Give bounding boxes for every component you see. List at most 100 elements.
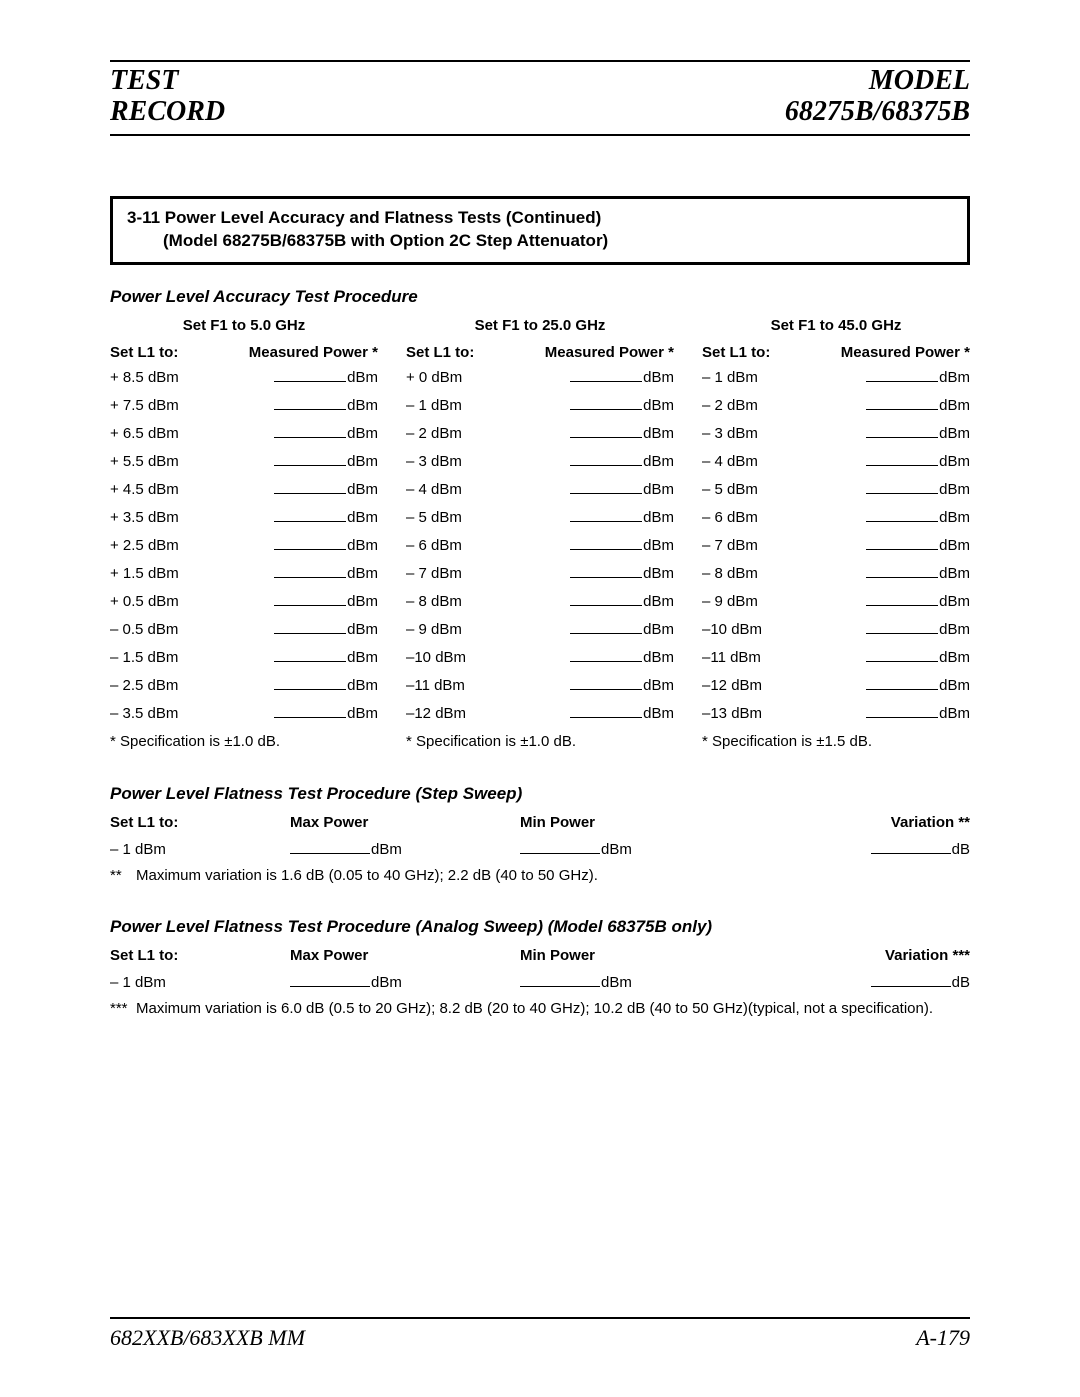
unit-label: dBm <box>643 453 674 470</box>
blank-field <box>274 381 346 382</box>
accuracy-row-set: – 8 dBm <box>702 565 787 582</box>
accuracy-row-measured: dBm <box>491 537 674 554</box>
unit-label: dBm <box>643 425 674 442</box>
section-title-box: 3-11 Power Level Accuracy and Flatness T… <box>110 196 970 266</box>
header-left-line1: TEST <box>110 66 225 97</box>
blank-field <box>866 577 938 578</box>
flat-step-head: Set L1 to: Max Power Min Power Variation… <box>110 814 970 831</box>
header-left-line2: RECORD <box>110 97 225 128</box>
accuracy-row: + 2.5 dBmdBm <box>110 537 378 554</box>
flat-step-row-max: dBm <box>290 841 520 858</box>
flat-analog-h-var: Variation *** <box>750 947 970 964</box>
blank-field <box>570 493 642 494</box>
accuracy-row-measured: dBm <box>491 453 674 470</box>
flat-analog-row: – 1 dBm dBm dBm dB <box>110 974 970 991</box>
accuracy-row: –12 dBmdBm <box>702 677 970 694</box>
accuracy-row-measured: dBm <box>195 705 378 722</box>
accuracy-row: – 1.5 dBmdBm <box>110 649 378 666</box>
accuracy-row: + 0.5 dBmdBm <box>110 593 378 610</box>
accuracy-row: – 2 dBm dBm <box>406 425 674 442</box>
unit-label: dBm <box>939 425 970 442</box>
flat-analog-h-max: Max Power <box>290 947 520 964</box>
accuracy-row-set: – 4 dBm <box>702 453 787 470</box>
blank-field <box>570 465 642 466</box>
accuracy-row-set: + 0 dBm <box>406 369 491 386</box>
accuracy-col-1-spec: * Specification is ±1.0 dB. <box>406 733 674 750</box>
col-head-measured: Measured Power * <box>491 344 674 361</box>
blank-field <box>274 521 346 522</box>
blank-field <box>274 437 346 438</box>
blank-field <box>274 661 346 662</box>
accuracy-row-set: – 5 dBm <box>702 481 787 498</box>
page: TEST RECORD MODEL 68275B/68375B 3-11 Pow… <box>0 0 1080 1397</box>
accuracy-col-2-head: Set L1 to: Measured Power * <box>702 344 970 361</box>
flat-step-footnote: ** Maximum variation is 1.6 dB (0.05 to … <box>110 866 970 886</box>
col-head-measured: Measured Power * <box>787 344 970 361</box>
title-line2: (Model 68275B/68375B with Option 2C Step… <box>127 230 953 253</box>
unit-label: dBm <box>347 705 378 722</box>
accuracy-col-1: Set F1 to 25.0 GHz Set L1 to: Measured P… <box>406 317 674 750</box>
accuracy-row-measured: dBm <box>195 537 378 554</box>
unit-label: dBm <box>939 397 970 414</box>
unit-label: dBm <box>643 509 674 526</box>
unit-label: dBm <box>347 481 378 498</box>
unit-label: dBm <box>643 649 674 666</box>
accuracy-row: – 1 dBmdBm <box>406 397 674 414</box>
flat-analog-row-var: dB <box>750 974 970 991</box>
header-right-line2: 68275B/68375B <box>785 97 970 128</box>
accuracy-row-measured: dBm <box>787 705 970 722</box>
header-right-line1: MODEL <box>785 66 970 97</box>
unit-label: dBm <box>643 537 674 554</box>
accuracy-row-measured: dBm <box>491 481 674 498</box>
unit-label: dBm <box>643 621 674 638</box>
accuracy-row-set: –12 dBm <box>406 705 491 722</box>
accuracy-row: – 1 dBmdBm <box>702 369 970 386</box>
col-head-set: Set L1 to: <box>406 344 491 361</box>
accuracy-col-2-top: Set F1 to 45.0 GHz <box>702 317 970 334</box>
accuracy-row-measured: dBm <box>491 369 674 386</box>
accuracy-row: – 4 dBmdBm <box>406 481 674 498</box>
blank-field <box>570 717 642 718</box>
accuracy-row: – 3.5 dBmdBm <box>110 705 378 722</box>
accuracy-row-set: – 8 dBm <box>406 593 491 610</box>
accuracy-row: – 5 dBmdBm <box>406 509 674 526</box>
accuracy-row-measured: dBm <box>195 425 378 442</box>
footer-left: 682XXB/683XXB MM <box>110 1325 305 1351</box>
accuracy-row-set: –11 dBm <box>406 677 491 694</box>
accuracy-grid: Set F1 to 5.0 GHz Set L1 to: Measured Po… <box>110 317 970 750</box>
accuracy-row-set: – 2 dBm <box>702 397 787 414</box>
unit-label: dBm <box>939 369 970 386</box>
unit-label: dBm <box>939 565 970 582</box>
accuracy-row-set: – 1.5 dBm <box>110 649 195 666</box>
accuracy-row: – 7 dBmdBm <box>702 537 970 554</box>
header-top-rule <box>110 60 970 62</box>
flat-step-h-set: Set L1 to: <box>110 814 290 831</box>
title-line1: 3-11 Power Level Accuracy and Flatness T… <box>127 207 953 230</box>
unit-label: dBm <box>347 565 378 582</box>
blank-field <box>274 577 346 578</box>
accuracy-row: – 6 dBmdBm <box>406 537 674 554</box>
accuracy-row-set: – 3 dBm <box>702 425 787 442</box>
accuracy-row-set: – 7 dBm <box>702 537 787 554</box>
accuracy-row-measured: dBm <box>787 649 970 666</box>
accuracy-row: + 1.5 dBmdBm <box>110 565 378 582</box>
accuracy-row: – 8 dBm dBm <box>702 565 970 582</box>
blank-field <box>866 549 938 550</box>
flat-analog-h-min: Min Power <box>520 947 750 964</box>
blank-field <box>274 465 346 466</box>
accuracy-row-measured: dBm <box>195 509 378 526</box>
unit-label: dBm <box>939 453 970 470</box>
accuracy-row-measured: dBm <box>491 649 674 666</box>
accuracy-row: – 7 dBmdBm <box>406 565 674 582</box>
accuracy-row: + 4.5 dBmdBm <box>110 481 378 498</box>
blank-field <box>866 689 938 690</box>
accuracy-row-set: – 2 dBm <box>406 425 491 442</box>
accuracy-row: – 3 dBm dBm <box>702 425 970 442</box>
header-bottom-rule <box>110 134 970 136</box>
accuracy-row-set: – 2.5 dBm <box>110 677 195 694</box>
accuracy-row-measured: dBm <box>787 537 970 554</box>
accuracy-row-set: + 0.5 dBm <box>110 593 195 610</box>
accuracy-row-measured: dBm <box>787 453 970 470</box>
flat-analog-footnote: *** Maximum variation is 6.0 dB (0.5 to … <box>110 999 970 1019</box>
page-footer: 682XXB/683XXB MM A-179 <box>110 1325 970 1351</box>
